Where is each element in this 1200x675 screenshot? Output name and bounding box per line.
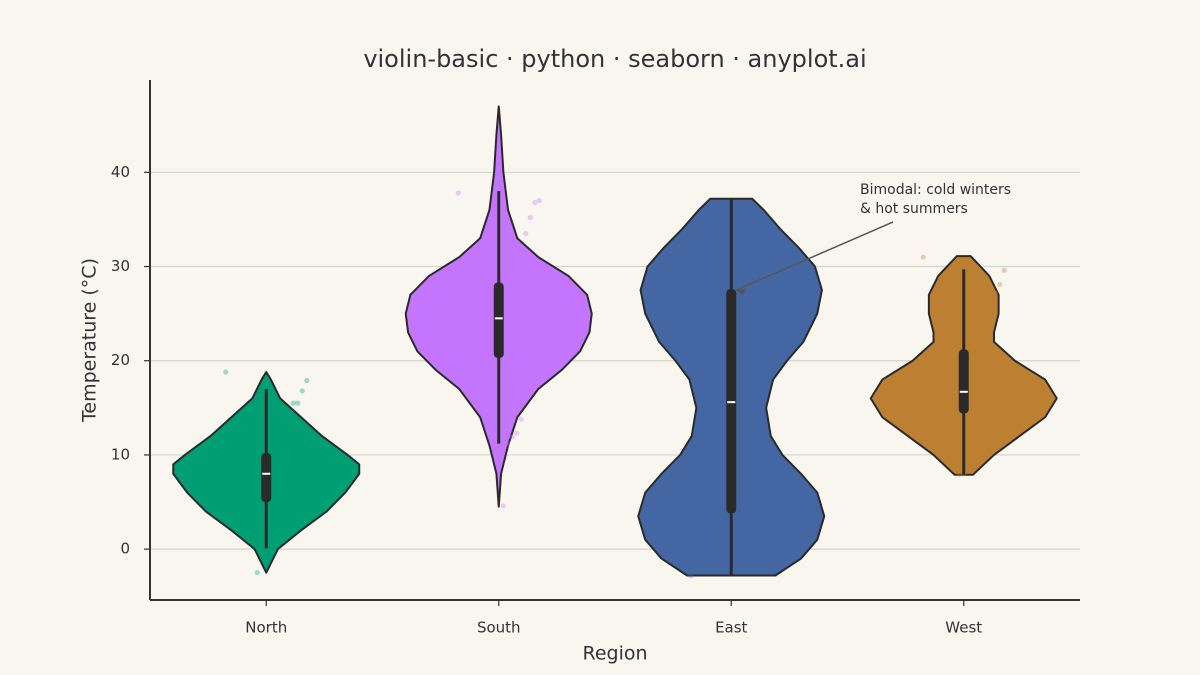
jitter-point: [277, 416, 283, 422]
y-tick-label: 40: [111, 163, 130, 181]
jitter-point: [920, 254, 926, 260]
jitter-point: [965, 341, 971, 347]
y-tick-label: 10: [111, 445, 130, 463]
annotation-text: & hot summers: [860, 201, 968, 217]
jitter-point: [455, 190, 461, 196]
jitter-point: [532, 199, 538, 206]
x-tick-label: West: [945, 619, 982, 637]
y-tick-label: 0: [120, 540, 130, 558]
jitter-point: [295, 400, 301, 406]
chart-title: violin-basic · python · seaborn · anyplo…: [363, 45, 866, 73]
jitter-point: [268, 524, 274, 531]
jitter-point: [259, 544, 265, 550]
jitter-point: [500, 503, 506, 509]
jitter-point: [299, 388, 305, 394]
jitter-point: [974, 311, 980, 318]
jitter-point: [979, 311, 985, 317]
x-tick-label: East: [715, 619, 747, 637]
jitter-point: [997, 281, 1003, 288]
jitter-point: [514, 430, 520, 436]
y-tick-label: 30: [111, 257, 130, 275]
x-axis-label: Region: [582, 643, 647, 665]
jitter-point: [527, 214, 533, 221]
jitter-point: [290, 400, 296, 406]
jitter-point: [223, 369, 229, 375]
jitter-point: [992, 290, 998, 296]
y-tick-label: 20: [111, 351, 130, 369]
jitter-point: [988, 294, 994, 300]
jitter-point: [281, 412, 287, 418]
annotation-arrow: [735, 221, 894, 291]
arrow-head: [736, 289, 747, 296]
jitter-point: [983, 300, 989, 306]
jitter-point: [272, 416, 278, 422]
jitter-point: [970, 327, 976, 333]
jitter-point: [505, 441, 511, 447]
jitter-point: [286, 411, 292, 418]
y-axis-label: Temperature (°C): [79, 258, 101, 423]
box: [493, 282, 504, 358]
x-tick-label: North: [245, 619, 287, 637]
jitter-point: [688, 572, 694, 579]
annotation-text: Bimodal: cold winters: [860, 182, 1011, 198]
box: [958, 349, 969, 414]
jitter-point: [1001, 267, 1007, 273]
jitter-point: [518, 416, 524, 422]
x-tick-label: South: [477, 619, 521, 637]
box: [261, 453, 272, 503]
jitter-point: [304, 377, 310, 384]
jitter-point: [523, 230, 529, 237]
jitter-point: [509, 434, 515, 440]
jitter-point: [956, 472, 962, 478]
jitter-point: [254, 570, 260, 576]
jitter-point: [536, 197, 542, 204]
